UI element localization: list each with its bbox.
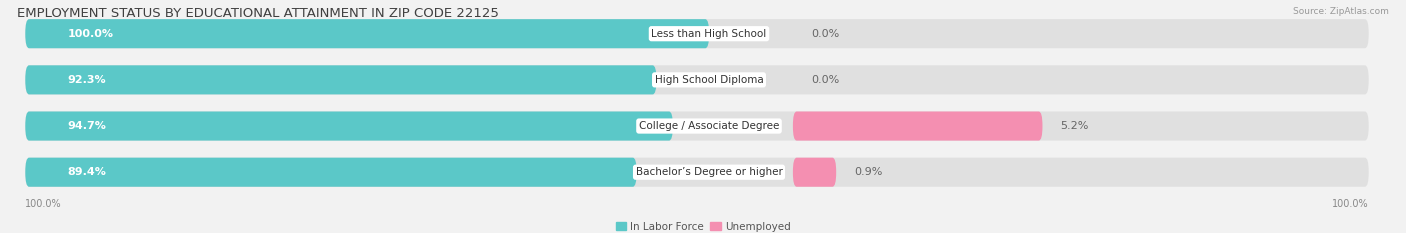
FancyBboxPatch shape bbox=[25, 19, 709, 48]
Text: 0.0%: 0.0% bbox=[811, 75, 839, 85]
Text: High School Diploma: High School Diploma bbox=[655, 75, 763, 85]
Text: Less than High School: Less than High School bbox=[651, 29, 766, 39]
FancyBboxPatch shape bbox=[25, 112, 1368, 140]
Text: 89.4%: 89.4% bbox=[67, 167, 107, 177]
FancyBboxPatch shape bbox=[25, 112, 673, 140]
Text: 92.3%: 92.3% bbox=[67, 75, 105, 85]
Text: 100.0%: 100.0% bbox=[25, 199, 62, 209]
FancyBboxPatch shape bbox=[25, 19, 1368, 48]
Text: College / Associate Degree: College / Associate Degree bbox=[638, 121, 779, 131]
FancyBboxPatch shape bbox=[25, 158, 637, 187]
Text: 0.0%: 0.0% bbox=[811, 29, 839, 39]
Text: 100.0%: 100.0% bbox=[1331, 199, 1368, 209]
FancyBboxPatch shape bbox=[25, 65, 657, 94]
Text: Bachelor’s Degree or higher: Bachelor’s Degree or higher bbox=[636, 167, 782, 177]
Text: 100.0%: 100.0% bbox=[67, 29, 114, 39]
Legend: In Labor Force, Unemployed: In Labor Force, Unemployed bbox=[612, 218, 794, 233]
Text: EMPLOYMENT STATUS BY EDUCATIONAL ATTAINMENT IN ZIP CODE 22125: EMPLOYMENT STATUS BY EDUCATIONAL ATTAINM… bbox=[17, 7, 499, 20]
FancyBboxPatch shape bbox=[25, 65, 1368, 94]
Text: Source: ZipAtlas.com: Source: ZipAtlas.com bbox=[1294, 7, 1389, 16]
Text: 94.7%: 94.7% bbox=[67, 121, 107, 131]
FancyBboxPatch shape bbox=[793, 112, 1042, 140]
Text: 0.9%: 0.9% bbox=[853, 167, 883, 177]
Text: 5.2%: 5.2% bbox=[1060, 121, 1088, 131]
FancyBboxPatch shape bbox=[793, 158, 837, 187]
FancyBboxPatch shape bbox=[25, 158, 1368, 187]
